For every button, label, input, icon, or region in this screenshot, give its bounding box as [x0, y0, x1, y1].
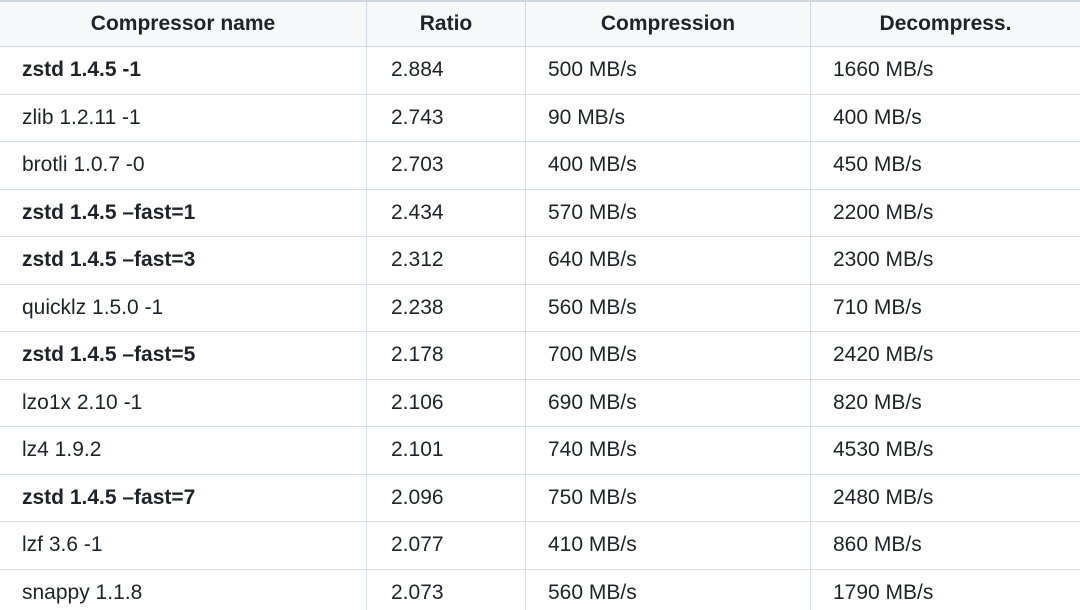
cell-ratio: 2.077	[366, 521, 526, 570]
table-row: lzf 3.6 -1 2.077 410 MB/s 860 MB/s	[0, 521, 1080, 570]
table-row: brotli 1.0.7 -0 2.703 400 MB/s 450 MB/s	[0, 141, 1080, 190]
header-compressor-name: Compressor name	[0, 0, 367, 47]
table-row: zstd 1.4.5 –fast=7 2.096 750 MB/s 2480 MB/s	[0, 473, 1080, 522]
cell-compressor-name: zstd 1.4.5 –fast=7	[0, 473, 367, 522]
table-row: zlib 1.2.11 -1 2.743 90 MB/s 400 MB/s	[0, 93, 1080, 142]
table-row: zstd 1.4.5 –fast=1 2.434 570 MB/s 2200 MB/s	[0, 188, 1080, 237]
cell-compression: 700 MB/s	[525, 331, 811, 380]
cell-ratio: 2.106	[366, 378, 526, 427]
cell-compressor-name: zstd 1.4.5 -1	[0, 46, 367, 95]
cell-compressor-name: brotli 1.0.7 -0	[0, 141, 367, 190]
table-row: zstd 1.4.5 –fast=3 2.312 640 MB/s 2300 MB/s	[0, 236, 1080, 285]
cell-ratio: 2.101	[366, 426, 526, 475]
cell-decompress: 1790 MB/s	[810, 568, 1080, 610]
cell-decompress: 2480 MB/s	[810, 473, 1080, 522]
table-row: lz4 1.9.2 2.101 740 MB/s 4530 MB/s	[0, 426, 1080, 475]
cell-decompress: 2200 MB/s	[810, 188, 1080, 237]
cell-compression: 560 MB/s	[525, 568, 811, 610]
header-row: Compressor name Ratio Compression Decomp…	[0, 0, 1080, 47]
cell-ratio: 2.743	[366, 93, 526, 142]
cell-compression: 690 MB/s	[525, 378, 811, 427]
cell-compressor-name: quicklz 1.5.0 -1	[0, 283, 367, 332]
cell-ratio: 2.434	[366, 188, 526, 237]
cell-compression: 90 MB/s	[525, 93, 811, 142]
cell-compressor-name: zstd 1.4.5 –fast=3	[0, 236, 367, 285]
cell-ratio: 2.178	[366, 331, 526, 380]
table-row: lzo1x 2.10 -1 2.106 690 MB/s 820 MB/s	[0, 378, 1080, 427]
cell-decompress: 400 MB/s	[810, 93, 1080, 142]
cell-compression: 750 MB/s	[525, 473, 811, 522]
table-body: zstd 1.4.5 -1 2.884 500 MB/s 1660 MB/s zlib …	[0, 46, 1080, 610]
cell-decompress: 2420 MB/s	[810, 331, 1080, 380]
cell-compression: 410 MB/s	[525, 521, 811, 570]
cell-decompress: 1660 MB/s	[810, 46, 1080, 95]
table-row: snappy 1.1.8 2.073 560 MB/s 1790 MB/s	[0, 568, 1080, 610]
cell-decompress: 820 MB/s	[810, 378, 1080, 427]
cell-compression: 570 MB/s	[525, 188, 811, 237]
header-decompress: Decompress.	[810, 0, 1080, 47]
cell-compressor-name: lz4 1.9.2	[0, 426, 367, 475]
cell-compression: 500 MB/s	[525, 46, 811, 95]
cell-ratio: 2.096	[366, 473, 526, 522]
cell-ratio: 2.703	[366, 141, 526, 190]
cell-decompress: 860 MB/s	[810, 521, 1080, 570]
cell-compressor-name: zstd 1.4.5 –fast=1	[0, 188, 367, 237]
cell-compressor-name: zlib 1.2.11 -1	[0, 93, 367, 142]
cell-compression: 640 MB/s	[525, 236, 811, 285]
cell-ratio: 2.073	[366, 568, 526, 610]
header-compression: Compression	[525, 0, 811, 47]
cell-compression: 400 MB/s	[525, 141, 811, 190]
table-row: zstd 1.4.5 –fast=5 2.178 700 MB/s 2420 MB/s	[0, 331, 1080, 380]
cell-decompress: 4530 MB/s	[810, 426, 1080, 475]
cell-compression: 740 MB/s	[525, 426, 811, 475]
cell-decompress: 450 MB/s	[810, 141, 1080, 190]
header-ratio: Ratio	[366, 0, 526, 47]
cell-decompress: 2300 MB/s	[810, 236, 1080, 285]
cell-ratio: 2.884	[366, 46, 526, 95]
table-row: zstd 1.4.5 -1 2.884 500 MB/s 1660 MB/s	[0, 46, 1080, 95]
cell-compressor-name: lzo1x 2.10 -1	[0, 378, 367, 427]
cell-compression: 560 MB/s	[525, 283, 811, 332]
cell-compressor-name: lzf 3.6 -1	[0, 521, 367, 570]
cell-compressor-name: snappy 1.1.8	[0, 568, 367, 610]
cell-decompress: 710 MB/s	[810, 283, 1080, 332]
table-header: Compressor name Ratio Compression Decomp…	[0, 0, 1080, 47]
cell-compressor-name: zstd 1.4.5 –fast=5	[0, 331, 367, 380]
cell-ratio: 2.312	[366, 236, 526, 285]
cell-ratio: 2.238	[366, 283, 526, 332]
table-row: quicklz 1.5.0 -1 2.238 560 MB/s 710 MB/s	[0, 283, 1080, 332]
